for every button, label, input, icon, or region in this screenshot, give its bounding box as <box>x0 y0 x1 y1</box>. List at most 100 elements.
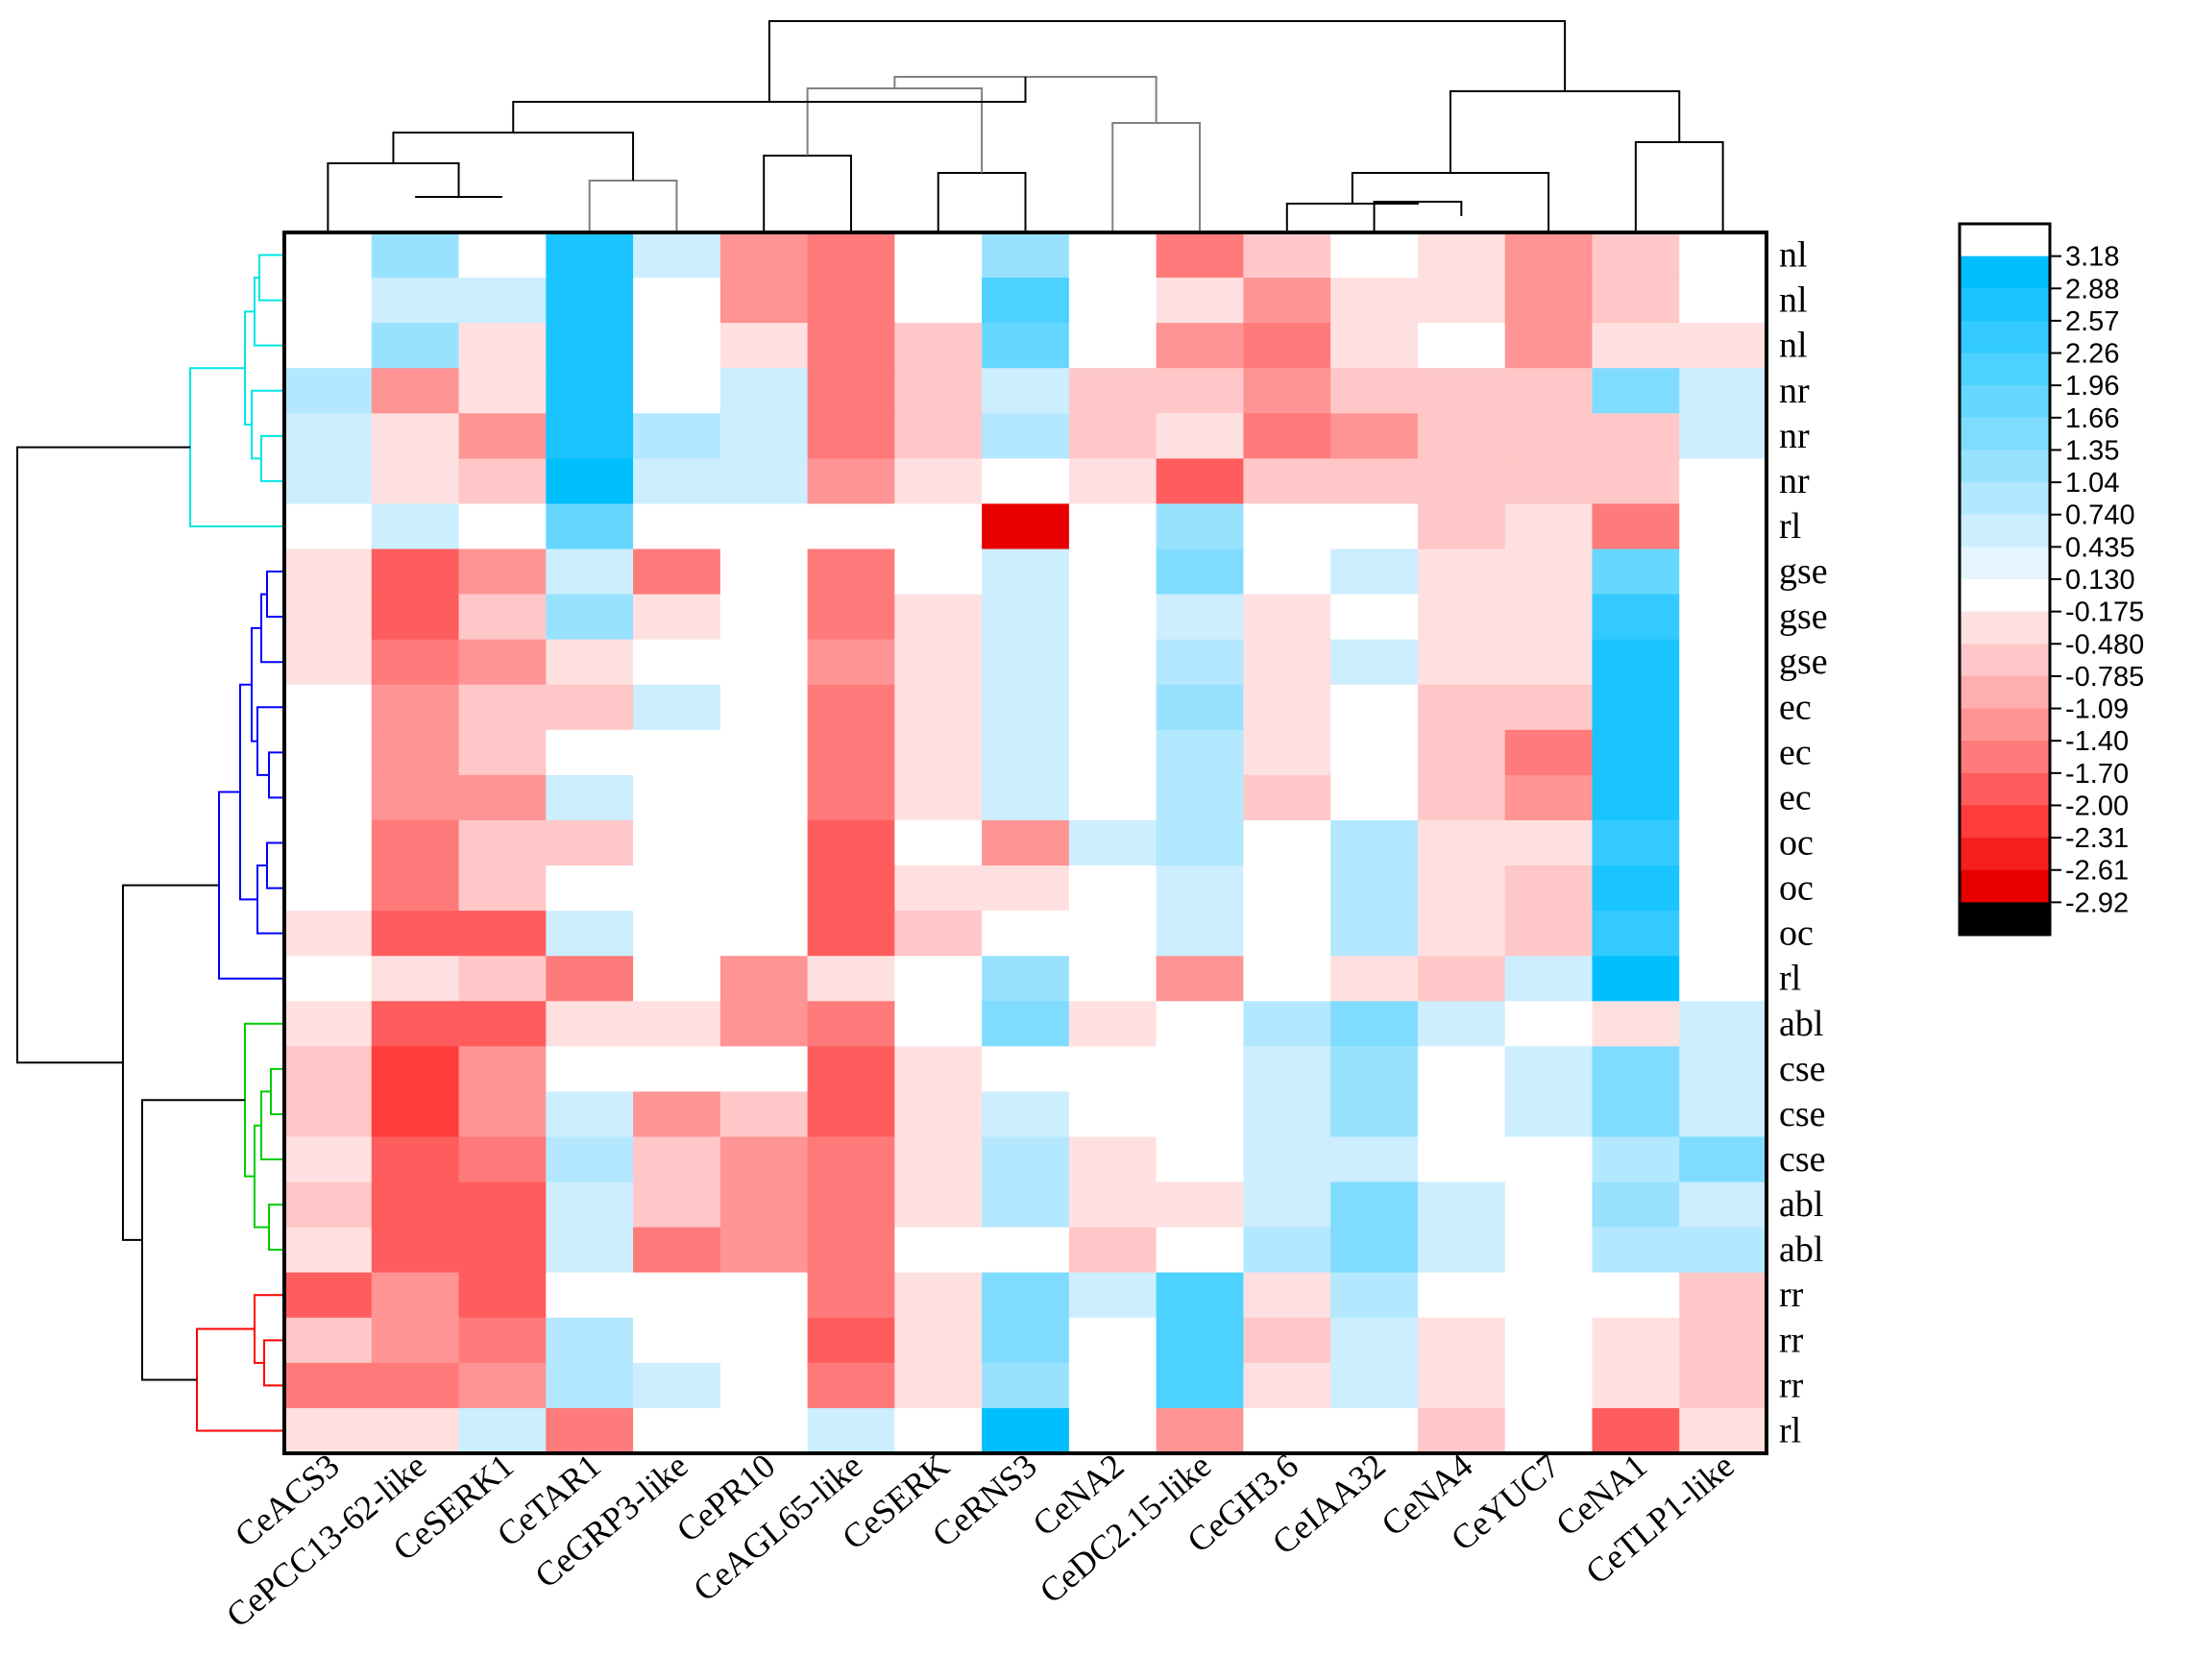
heatmap-cell <box>894 1001 983 1047</box>
heatmap-cell <box>1243 1407 1331 1454</box>
heatmap-cell <box>1592 278 1680 324</box>
heatmap-cell <box>1679 1362 1767 1409</box>
heatmap-cell <box>371 1272 460 1319</box>
heatmap-cell <box>1417 684 1506 731</box>
heatmap-cell <box>894 1091 983 1138</box>
heatmap-cell <box>1679 1046 1767 1092</box>
dendrogram-branch <box>256 706 284 776</box>
row-label: rl <box>1779 1411 1801 1451</box>
heatmap-cell <box>371 503 460 550</box>
heatmap-cell <box>894 1272 983 1319</box>
heatmap-cell <box>1417 865 1506 912</box>
heatmap-cell <box>284 1181 373 1229</box>
heatmap-cell <box>1330 413 1419 459</box>
heatmap-cell <box>1330 232 1419 279</box>
heatmap-cell <box>546 819 634 866</box>
heatmap-cell <box>1504 865 1594 912</box>
legend-tick-label: 0.130 <box>2065 565 2135 596</box>
heatmap-cell <box>1679 956 1767 1002</box>
row-label: cse <box>1779 1094 1826 1134</box>
dendrogram-branch <box>768 20 1567 102</box>
heatmap-cell <box>982 1181 1070 1229</box>
heatmap-cell <box>633 639 721 686</box>
heatmap-cell <box>1068 413 1157 459</box>
heatmap-cell <box>894 368 983 414</box>
dendrogram-branch <box>266 841 284 889</box>
heatmap-cell <box>894 458 983 505</box>
heatmap-cell <box>458 503 547 550</box>
heatmap-cell <box>1156 1272 1245 1319</box>
heatmap-cell <box>807 413 895 459</box>
heatmap-cell <box>458 1227 547 1274</box>
heatmap-cell <box>1330 458 1419 505</box>
heatmap-cell <box>982 594 1070 641</box>
legend-tick-label: -0.175 <box>2065 597 2144 628</box>
heatmap-cell <box>284 1001 373 1047</box>
heatmap-cell <box>1679 323 1767 369</box>
heatmap-cell <box>1243 729 1331 776</box>
heatmap-cell <box>1243 1091 1331 1138</box>
heatmap-cell <box>458 594 547 641</box>
heatmap-cell <box>1592 323 1680 369</box>
heatmap-cell <box>284 1091 373 1138</box>
row-label: nr <box>1779 416 1810 456</box>
heatmap-cell <box>1156 684 1245 731</box>
heatmap-cell <box>546 232 634 279</box>
heatmap-cell <box>458 1091 547 1138</box>
heatmap-cell <box>633 368 721 414</box>
heatmap-cell <box>546 458 634 505</box>
heatmap-cell <box>458 232 547 279</box>
heatmap-cell <box>1679 458 1767 505</box>
heatmap-cell <box>1068 774 1157 821</box>
heatmap-cell <box>458 774 547 821</box>
heatmap-cell <box>982 368 1070 414</box>
heatmap-cell <box>546 368 634 414</box>
heatmap-cell <box>1592 819 1680 866</box>
heatmap-cell <box>1330 278 1419 324</box>
heatmap-cell <box>458 1272 547 1319</box>
heatmap-cell <box>1156 639 1245 686</box>
heatmap-cell <box>1330 1362 1419 1409</box>
row-label: rr <box>1779 1320 1804 1360</box>
heatmap-cell <box>1417 911 1506 957</box>
legend-tick-label: -1.09 <box>2065 694 2129 725</box>
heatmap-cell <box>1330 1001 1419 1047</box>
dendrogram-branch <box>256 864 284 935</box>
heatmap-cell <box>807 729 895 776</box>
heatmap-cell <box>719 594 809 641</box>
heatmap-cell <box>1243 1136 1331 1183</box>
heatmap-cell <box>1156 1181 1245 1229</box>
heatmap-cell <box>1592 503 1680 550</box>
heatmap-cell <box>1156 594 1245 641</box>
row-label: abl <box>1779 1230 1823 1270</box>
heatmap-cell <box>1679 1317 1767 1364</box>
heatmap-cell <box>1504 1001 1594 1047</box>
heatmap-cell <box>1243 956 1331 1002</box>
heatmap-cell <box>371 729 460 776</box>
row-label: gse <box>1779 597 1828 637</box>
heatmap-cell <box>371 548 460 596</box>
legend-swatch <box>1960 869 2050 903</box>
heatmap-cell <box>982 1227 1070 1274</box>
legend-tick-label: -2.00 <box>2065 791 2129 821</box>
heatmap-cell <box>894 911 983 957</box>
heatmap-cell <box>719 1046 809 1092</box>
heatmap-cell <box>894 548 983 596</box>
row-label: oc <box>1779 823 1814 864</box>
heatmap-cell <box>1417 232 1506 279</box>
heatmap-cell <box>982 865 1070 912</box>
heatmap-cell <box>1504 1407 1594 1454</box>
heatmap-cell <box>1417 548 1506 596</box>
heatmap-cell <box>1156 1362 1245 1409</box>
heatmap-cell <box>1330 729 1419 776</box>
heatmap-cell <box>982 956 1070 1002</box>
heatmap-cell <box>719 278 809 324</box>
heatmap-cell <box>546 1407 634 1454</box>
heatmap-cell <box>894 1136 983 1183</box>
heatmap-cell <box>1068 323 1157 369</box>
dendrogram-branch <box>588 180 678 232</box>
dendrogram-branch <box>1111 122 1202 232</box>
heatmap-cell <box>1243 232 1331 279</box>
row-label: nr <box>1779 461 1810 501</box>
heatmap-cell <box>1156 1227 1245 1274</box>
